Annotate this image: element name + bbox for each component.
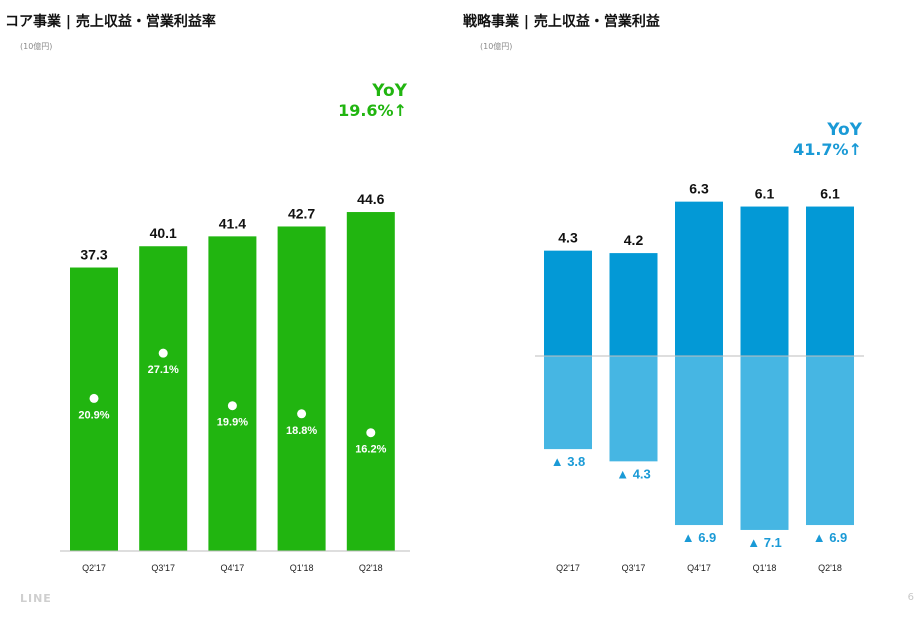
core-margin-marker <box>89 393 99 403</box>
strategic-loss-bar <box>609 356 658 462</box>
core-revenue-label: 44.6 <box>357 191 384 207</box>
strategic-revenue-label: 6.1 <box>755 186 775 202</box>
core-revenue-label: 42.7 <box>288 205 315 221</box>
core-chart-unit: (10億円) <box>20 42 53 51</box>
strategic-yoy-label: YoY <box>827 120 862 140</box>
strategic-yoy-value: 41.7%↑ <box>793 140 862 159</box>
core-x-tick-label: Q2'17 <box>82 563 106 573</box>
strategic-revenue-bar <box>675 201 723 356</box>
core-margin-marker <box>297 409 307 419</box>
strategic-loss-bar <box>806 356 854 526</box>
core-margin-marker <box>366 428 376 438</box>
core-margin-marker <box>227 401 237 411</box>
core-x-tick-label: Q1'18 <box>290 563 314 573</box>
core-chart-title: コア事業 | 売上収益・営業利益率 <box>5 14 216 30</box>
core-yoy-callout: YoY 19.6%↑ <box>338 81 407 121</box>
strategic-revenue-label: 6.1 <box>820 186 840 202</box>
core-x-tick-label: Q3'17 <box>151 563 175 573</box>
core-margin-label: 27.1% <box>148 364 179 376</box>
strategic-loss-bar <box>544 356 592 450</box>
core-margin-label: 16.2% <box>355 444 386 456</box>
core-revenue-bar <box>277 226 326 552</box>
strategic-yoy-callout: YoY 41.7%↑ <box>793 120 862 160</box>
strategic-x-tick-label: Q2'18 <box>818 563 842 573</box>
core-revenue-label: 37.3 <box>80 247 107 263</box>
strategic-loss-bar <box>740 356 789 530</box>
core-revenue-bar <box>346 212 395 552</box>
strategic-revenue-label: 4.2 <box>624 232 644 248</box>
core-yoy-value: 19.6%↑ <box>338 101 407 120</box>
core-revenue-bar <box>208 236 257 552</box>
page-number: 6 <box>907 592 914 603</box>
strategic-revenue-label: 6.3 <box>689 181 709 197</box>
core-revenue-bar <box>70 267 118 551</box>
strategic-revenue-bar <box>609 253 658 356</box>
line-logo: LINE <box>20 592 52 605</box>
core-yoy-label: YoY <box>372 81 407 101</box>
core-margin-label: 18.8% <box>286 425 317 437</box>
strategic-revenue-bar <box>740 206 789 356</box>
strategic-loss-label: ▲ 3.8 <box>551 454 586 469</box>
core-margin-label: 20.9% <box>78 409 109 421</box>
core-x-tick-label: Q4'17 <box>221 563 245 573</box>
core-x-tick-label: Q2'18 <box>359 563 383 573</box>
strategic-loss-label: ▲ 6.9 <box>682 530 717 545</box>
strategic-chart-unit: (10億円) <box>480 42 513 51</box>
core-revenue-label: 40.1 <box>150 225 177 241</box>
strategic-revenue-bar <box>806 206 854 356</box>
strategic-loss-bar <box>675 356 723 526</box>
strategic-x-tick-label: Q4'17 <box>687 563 711 573</box>
strategic-loss-label: ▲ 6.9 <box>813 530 848 545</box>
core-revenue-label: 41.4 <box>219 215 246 231</box>
strategic-loss-label: ▲ 7.1 <box>747 535 782 550</box>
core-revenue-bar <box>139 246 188 552</box>
strategic-revenue-bar <box>544 250 592 356</box>
strategic-loss-label: ▲ 4.3 <box>616 466 651 481</box>
strategic-revenue-label: 4.3 <box>558 230 578 246</box>
strategic-x-tick-label: Q1'18 <box>753 563 777 573</box>
strategic-chart-title: 戦略事業 | 売上収益・営業利益 <box>463 14 660 30</box>
strategic-x-tick-label: Q2'17 <box>556 563 580 573</box>
strategic-x-tick-label: Q3'17 <box>622 563 646 573</box>
core-margin-label: 19.9% <box>217 417 248 429</box>
core-margin-marker <box>158 348 168 358</box>
